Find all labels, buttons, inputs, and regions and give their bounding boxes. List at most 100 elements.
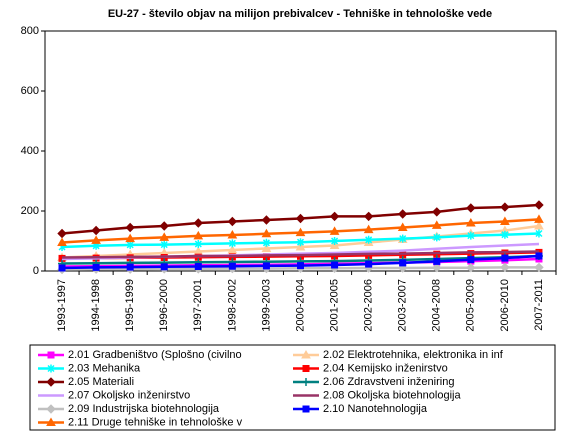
marker [365, 260, 373, 268]
y-tick-label: 0 [33, 265, 39, 277]
marker [262, 238, 270, 247]
marker [262, 262, 270, 270]
marker [295, 227, 306, 237]
legend-item: 2.01 Gradbeništvo (Splošno (civilno [38, 349, 242, 361]
y-tick-label: 800 [21, 25, 39, 37]
marker [261, 243, 272, 252]
marker [467, 256, 475, 264]
marker [363, 211, 374, 222]
x-tick-label: 1999-2003 [260, 279, 272, 332]
marker [228, 239, 236, 248]
marker [227, 229, 238, 239]
x-tick-label: 1997-2001 [192, 279, 204, 332]
x-tick-label: 1996-2000 [158, 279, 170, 332]
marker [160, 240, 168, 249]
x-tick-label: 1993-1997 [56, 279, 68, 332]
y-tick-label: 400 [21, 145, 39, 157]
marker [160, 263, 168, 271]
marker [500, 262, 510, 273]
marker [466, 262, 476, 273]
marker [296, 238, 305, 247]
x-tick-label: 2007-2011 [533, 279, 545, 331]
marker [58, 264, 66, 272]
marker [126, 263, 134, 271]
legend-item: 2.09 Industrijska biotehnologija [38, 403, 220, 415]
legend-item: 2.05 Materiali [38, 376, 134, 388]
legend-label: 2.07 Okoljsko inženirstvo [68, 389, 190, 401]
marker [534, 262, 544, 273]
marker [535, 252, 543, 260]
marker [433, 257, 441, 265]
marker [194, 240, 202, 248]
marker [467, 231, 475, 240]
marker [329, 226, 340, 235]
marker [431, 220, 442, 229]
chart-title: EU-27 - število objav na milijon prebiva… [108, 8, 492, 20]
x-tick-label: 2006-2010 [499, 279, 511, 332]
marker [534, 200, 544, 210]
marker [57, 228, 67, 239]
marker [57, 237, 67, 246]
legend-label: 2.01 Gradbeništvo (Splošno (civilno [68, 349, 242, 361]
marker [329, 211, 340, 222]
marker [465, 217, 476, 227]
marker [47, 364, 55, 373]
marker [534, 214, 544, 223]
series-line [62, 250, 539, 259]
marker [365, 235, 373, 244]
legend-item: 2.03 Mehanika [38, 362, 141, 374]
marker [261, 228, 272, 238]
marker [295, 241, 306, 251]
marker [227, 244, 238, 254]
legend-label: 2.09 Industrijska biotehnologija [68, 403, 220, 415]
marker [399, 234, 407, 243]
marker [46, 417, 56, 426]
marker [91, 235, 101, 244]
marker [535, 229, 543, 238]
x-tick-label: 1995-1999 [124, 279, 136, 332]
legend-item: 2.08 Okoljska biotehnologija [293, 389, 461, 401]
marker [301, 349, 311, 359]
marker [432, 262, 442, 273]
legend-label: 2.10 Nanotehnologija [323, 403, 428, 415]
legend-label: 2.04 Kemijsko inženirstvo [323, 362, 448, 374]
x-tick-label: 2000-2004 [294, 279, 306, 332]
legend-label: 2.06 Zdravstveni inženiring [323, 376, 454, 388]
marker [466, 203, 476, 213]
marker [399, 259, 407, 267]
x-tick-label: 2004-2008 [431, 279, 443, 332]
marker [363, 224, 374, 234]
marker [397, 209, 408, 219]
legend-label: 2.08 Okoljska biotehnologija [323, 389, 461, 401]
marker [261, 215, 272, 225]
marker [295, 213, 306, 224]
marker [91, 225, 101, 236]
legend-label: 2.03 Mehanika [68, 362, 141, 374]
marker [302, 405, 310, 413]
x-tick-label: 2005-2009 [465, 279, 477, 332]
marker [193, 230, 204, 240]
marker [534, 220, 544, 230]
marker [500, 216, 510, 225]
legend-label: 2.05 Materiali [68, 376, 134, 388]
marker [331, 261, 339, 269]
marker [159, 232, 170, 241]
legend-item: 2.10 Nanotehnologija [293, 403, 428, 415]
legend-item: 2.02 Elektrotehnika, elektronika in inf [293, 349, 504, 361]
marker [433, 233, 441, 242]
marker [126, 240, 134, 249]
marker [331, 237, 339, 245]
marker [46, 404, 56, 414]
y-tick-label: 600 [21, 85, 39, 97]
marker [227, 216, 238, 227]
marker [125, 233, 136, 243]
x-tick-label: 1998-2002 [226, 279, 238, 332]
marker [92, 263, 100, 271]
x-tick-label: 2001-2005 [328, 279, 340, 332]
legend-item: 2.07 Okoljsko inženirstvo [38, 389, 190, 401]
marker [125, 222, 135, 233]
y-tick-label: 200 [21, 205, 39, 217]
legend-item: 2.11 Druge tehniške in tehnološke v [38, 416, 243, 428]
marker [46, 377, 56, 387]
